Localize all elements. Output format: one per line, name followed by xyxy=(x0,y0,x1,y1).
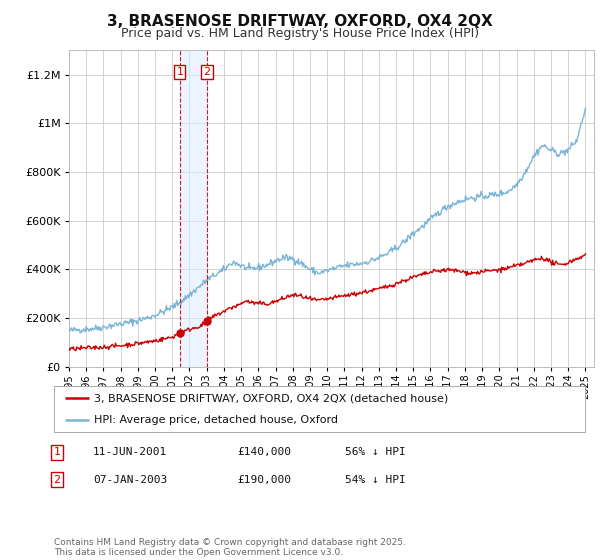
Text: Contains HM Land Registry data © Crown copyright and database right 2025.
This d: Contains HM Land Registry data © Crown c… xyxy=(54,538,406,557)
Text: 11-JUN-2001: 11-JUN-2001 xyxy=(93,447,167,458)
Text: £190,000: £190,000 xyxy=(237,475,291,485)
Text: HPI: Average price, detached house, Oxford: HPI: Average price, detached house, Oxfo… xyxy=(94,415,338,425)
Text: 07-JAN-2003: 07-JAN-2003 xyxy=(93,475,167,485)
Text: 56% ↓ HPI: 56% ↓ HPI xyxy=(345,447,406,458)
Text: 3, BRASENOSE DRIFTWAY, OXFORD, OX4 2QX (detached house): 3, BRASENOSE DRIFTWAY, OXFORD, OX4 2QX (… xyxy=(94,393,448,403)
Text: 1: 1 xyxy=(53,447,61,458)
Text: 2: 2 xyxy=(53,475,61,485)
Text: 2: 2 xyxy=(203,67,211,77)
Text: 54% ↓ HPI: 54% ↓ HPI xyxy=(345,475,406,485)
Text: £140,000: £140,000 xyxy=(237,447,291,458)
Text: 1: 1 xyxy=(176,67,184,77)
Text: Price paid vs. HM Land Registry's House Price Index (HPI): Price paid vs. HM Land Registry's House … xyxy=(121,27,479,40)
Text: 3, BRASENOSE DRIFTWAY, OXFORD, OX4 2QX: 3, BRASENOSE DRIFTWAY, OXFORD, OX4 2QX xyxy=(107,14,493,29)
Bar xyxy=(180,50,207,367)
